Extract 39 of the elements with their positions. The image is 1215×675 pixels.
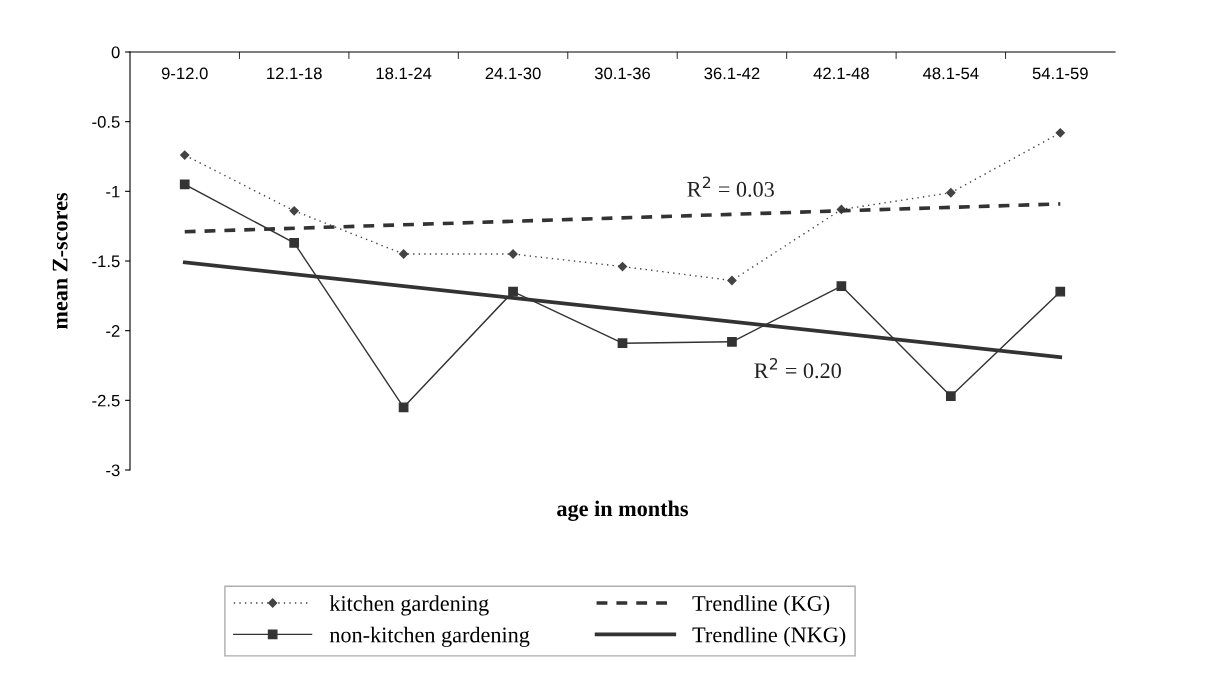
y-tick-label: -1.5 <box>92 255 120 268</box>
point <box>1055 128 1065 138</box>
x-tick-label: 9-12.0 <box>161 67 208 80</box>
x-axis-title: age in months <box>557 500 689 521</box>
y-tick-label: 0 <box>111 46 120 59</box>
point <box>508 286 518 297</box>
legend-label: kitchen gardening <box>329 595 489 616</box>
point <box>727 275 737 286</box>
y-axis-title: mean Z-scores <box>52 192 68 330</box>
legend-label: Trendline (NKG) <box>692 626 846 647</box>
legend-label: Trendline (KG) <box>692 595 830 616</box>
point <box>617 338 628 349</box>
x-tick-label: 36.1-42 <box>704 67 760 80</box>
point <box>836 281 847 291</box>
x-tick-label: 30.1-36 <box>594 67 651 80</box>
point <box>727 336 737 347</box>
x-tick-label: 42.1-48 <box>813 67 869 80</box>
legend-label: non-kitchen gardening <box>329 626 530 647</box>
point <box>1055 286 1066 297</box>
point <box>398 402 409 413</box>
y-tick-label: -2 <box>106 325 120 337</box>
x-tick-label: 54.1-59 <box>1032 67 1088 80</box>
y-tick-label: -3 <box>106 464 120 477</box>
y-tick-label: -0.5 <box>92 116 120 128</box>
point <box>180 150 190 160</box>
y-tick-label: -1 <box>106 185 120 198</box>
y-tick-label: -2.5 <box>92 394 120 407</box>
point <box>945 391 956 402</box>
point <box>946 188 956 198</box>
annotation: R$^{2}$ = 0.20 <box>754 357 841 379</box>
x-tick-label: 12.1-18 <box>267 67 322 80</box>
x-tick-label: 48.1-54 <box>922 67 979 80</box>
annotation: R$^{2}$ = 0.03 <box>687 176 774 197</box>
x-tick-label: 18.1-24 <box>376 67 432 80</box>
point <box>289 206 299 216</box>
x-tick-label: 24.1-30 <box>485 67 541 80</box>
point <box>398 249 409 259</box>
point <box>289 238 300 248</box>
point <box>179 179 190 190</box>
